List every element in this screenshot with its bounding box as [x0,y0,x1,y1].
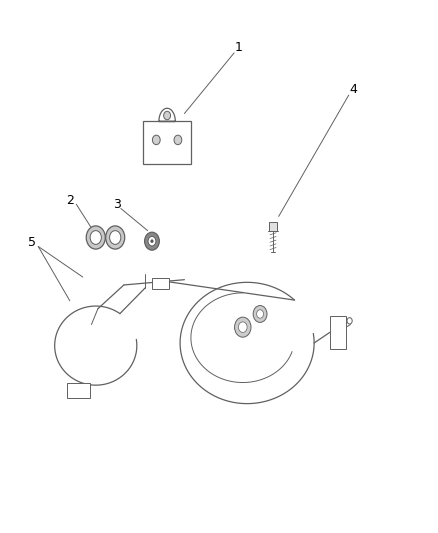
Circle shape [106,226,125,249]
Circle shape [164,111,170,120]
Text: 5: 5 [28,236,36,249]
Bar [330,316,346,349]
Circle shape [238,322,247,333]
Bar [152,278,169,289]
Circle shape [151,240,153,243]
Circle shape [86,226,105,249]
Circle shape [90,231,101,244]
Text: 3: 3 [113,198,121,211]
Text: 1: 1 [234,41,242,54]
Circle shape [152,135,160,144]
Polygon shape [159,108,175,122]
Circle shape [145,232,159,250]
Bar [269,222,277,231]
Bar [67,383,90,398]
Circle shape [257,310,264,318]
Circle shape [253,305,267,322]
Circle shape [347,318,352,324]
Circle shape [235,317,251,337]
Circle shape [110,231,121,244]
Bar [143,122,191,164]
Circle shape [148,237,156,246]
Text: 2: 2 [66,194,74,207]
Circle shape [174,135,182,144]
Text: 4: 4 [349,83,357,96]
